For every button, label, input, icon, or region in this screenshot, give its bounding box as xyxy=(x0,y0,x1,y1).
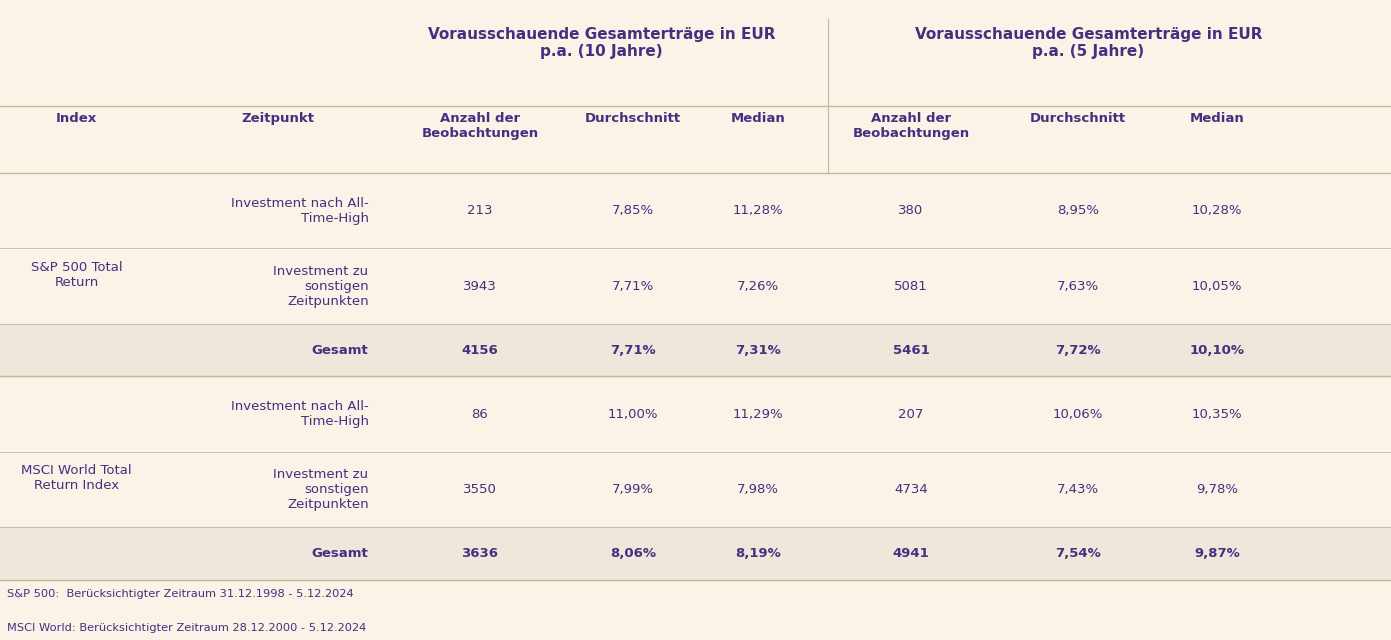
Text: 10,10%: 10,10% xyxy=(1189,344,1245,356)
Text: 86: 86 xyxy=(472,408,488,420)
Text: MSCI World Total
Return Index: MSCI World Total Return Index xyxy=(21,464,132,492)
Text: Anzahl der
Beobachtungen: Anzahl der Beobachtungen xyxy=(421,112,538,140)
Text: Vorausschauende Gesamterträge in EUR
p.a. (5 Jahre): Vorausschauende Gesamterträge in EUR p.a… xyxy=(915,27,1262,60)
Text: 9,87%: 9,87% xyxy=(1195,547,1239,560)
Text: 4734: 4734 xyxy=(894,483,928,496)
Text: 7,31%: 7,31% xyxy=(736,344,780,356)
Text: 8,95%: 8,95% xyxy=(1057,204,1099,217)
Text: Investment nach All-
Time-High: Investment nach All- Time-High xyxy=(231,400,369,428)
Bar xyxy=(0,324,1391,376)
Text: 213: 213 xyxy=(467,204,492,217)
Text: Investment zu
sonstigen
Zeitpunkten: Investment zu sonstigen Zeitpunkten xyxy=(274,264,369,308)
Text: Gesamt: Gesamt xyxy=(312,547,369,560)
Text: 3636: 3636 xyxy=(462,547,498,560)
Text: 4941: 4941 xyxy=(893,547,929,560)
Text: 7,99%: 7,99% xyxy=(612,483,654,496)
Text: 10,35%: 10,35% xyxy=(1192,408,1242,420)
Text: Zeitpunkt: Zeitpunkt xyxy=(242,112,314,125)
Text: 8,19%: 8,19% xyxy=(736,547,780,560)
Bar xyxy=(0,527,1391,580)
Text: 9,78%: 9,78% xyxy=(1196,483,1238,496)
Text: 11,28%: 11,28% xyxy=(733,204,783,217)
Text: 3943: 3943 xyxy=(463,280,497,292)
Text: S&P 500 Total
Return: S&P 500 Total Return xyxy=(31,260,122,289)
Text: Median: Median xyxy=(1189,112,1245,125)
Text: 11,00%: 11,00% xyxy=(608,408,658,420)
Text: 207: 207 xyxy=(899,408,924,420)
Text: Gesamt: Gesamt xyxy=(312,344,369,356)
Text: Durchschnitt: Durchschnitt xyxy=(584,112,682,125)
Text: 7,72%: 7,72% xyxy=(1056,344,1100,356)
Text: 380: 380 xyxy=(899,204,924,217)
Text: 7,85%: 7,85% xyxy=(612,204,654,217)
Text: 7,26%: 7,26% xyxy=(737,280,779,292)
Text: Anzahl der
Beobachtungen: Anzahl der Beobachtungen xyxy=(853,112,970,140)
Text: 11,29%: 11,29% xyxy=(733,408,783,420)
Text: Investment nach All-
Time-High: Investment nach All- Time-High xyxy=(231,196,369,225)
Text: 7,71%: 7,71% xyxy=(611,344,655,356)
Text: Index: Index xyxy=(56,112,97,125)
Text: 3550: 3550 xyxy=(463,483,497,496)
Text: 10,28%: 10,28% xyxy=(1192,204,1242,217)
Text: MSCI World: Berücksichtigter Zeitraum 28.12.2000 - 5.12.2024: MSCI World: Berücksichtigter Zeitraum 28… xyxy=(7,623,366,633)
Text: Durchschnitt: Durchschnitt xyxy=(1029,112,1127,125)
Text: 10,06%: 10,06% xyxy=(1053,408,1103,420)
Text: 10,05%: 10,05% xyxy=(1192,280,1242,292)
Text: 7,71%: 7,71% xyxy=(612,280,654,292)
Text: 7,43%: 7,43% xyxy=(1057,483,1099,496)
Text: 5461: 5461 xyxy=(893,344,929,356)
Text: 4156: 4156 xyxy=(462,344,498,356)
Text: Vorausschauende Gesamterträge in EUR
p.a. (10 Jahre): Vorausschauende Gesamterträge in EUR p.a… xyxy=(428,27,775,60)
Text: Investment zu
sonstigen
Zeitpunkten: Investment zu sonstigen Zeitpunkten xyxy=(274,468,369,511)
Text: 7,98%: 7,98% xyxy=(737,483,779,496)
Text: Median: Median xyxy=(730,112,786,125)
Text: 8,06%: 8,06% xyxy=(609,547,657,560)
Text: S&P 500:  Berücksichtigter Zeitraum 31.12.1998 - 5.12.2024: S&P 500: Berücksichtigter Zeitraum 31.12… xyxy=(7,589,353,600)
Text: 7,54%: 7,54% xyxy=(1056,547,1100,560)
Text: 5081: 5081 xyxy=(894,280,928,292)
Text: 7,63%: 7,63% xyxy=(1057,280,1099,292)
